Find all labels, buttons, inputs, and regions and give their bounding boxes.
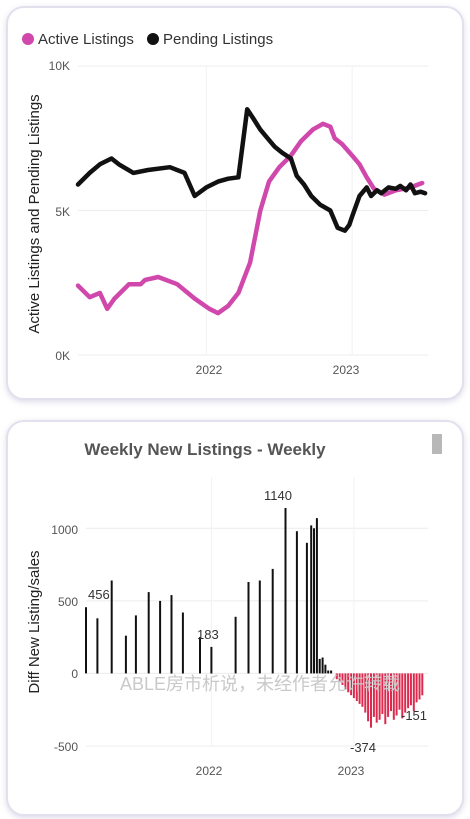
bar-positive[interactable] [110,580,113,674]
bar-positive[interactable] [258,580,261,674]
bar-negative[interactable] [370,673,372,728]
bar-negative[interactable] [381,673,384,714]
y-tick-0k: 0K [55,349,70,363]
data-label-last: -151 [401,708,427,723]
bar-negative[interactable] [412,673,415,712]
bar-positive[interactable] [181,612,184,674]
bar-positive[interactable] [305,542,308,674]
bar-negative[interactable] [392,673,395,720]
chart-title: Weekly New Listings - Weekly [84,440,326,459]
bar-negative[interactable] [338,673,341,683]
bar-positive[interactable] [327,670,330,674]
bar-positive[interactable] [124,635,127,674]
weekly-bar-chart: Weekly New Listings - Weekly 1000 500 0 … [26,434,442,778]
bar-positive[interactable] [159,600,162,674]
bar-negative[interactable] [378,673,381,720]
bar-positive[interactable] [247,582,250,674]
bar-positive[interactable] [234,616,237,674]
bar-negative[interactable] [404,673,407,713]
listings-line-chart: Active Listings Pending Listings 10K 5K … [22,31,428,377]
listings-line-chart-card: Active Listings Pending Listings 10K 5K … [6,6,464,400]
x-tick-2023: 2023 [338,764,365,778]
y-tick-neg500: -500 [54,740,78,754]
y-gridlines [86,477,428,747]
bar-positive[interactable] [330,670,333,674]
bar-negative[interactable] [418,673,421,700]
bar-negative[interactable] [401,673,404,719]
bar-negative[interactable] [387,673,390,717]
bar-negative[interactable] [335,673,338,680]
bar-positive[interactable] [295,531,298,674]
bar-positive[interactable] [324,664,327,674]
bar-negative[interactable] [358,673,361,704]
bar-positive[interactable] [85,607,87,674]
bar-positive[interactable] [313,528,315,674]
bar-positive[interactable] [147,592,150,674]
bar-negative[interactable] [409,673,412,706]
bar-positive[interactable] [284,508,287,674]
x-tick-2022: 2022 [196,363,223,377]
data-label-min: -374 [350,740,376,755]
scrollbar-handle[interactable] [432,434,442,454]
legend-pending-label: Pending Listings [163,31,273,48]
bar-positive[interactable] [170,595,173,674]
bar-negative[interactable] [341,673,344,685]
bar-negative[interactable] [421,673,424,696]
bar-negative[interactable] [347,673,350,693]
bar-negative[interactable] [355,673,358,701]
bar-positive[interactable] [199,637,201,674]
bar-positive[interactable] [210,646,213,674]
bar-negative[interactable] [361,673,364,707]
bar-positive[interactable] [271,568,274,674]
weekly-new-listings-card: Weekly New Listings - Weekly 1000 500 0 … [6,420,464,816]
line-series-group [75,107,428,316]
bar-positive[interactable] [321,657,324,674]
y-axis-title: Diff New Listing/sales [26,550,43,693]
active-listings-line[interactable] [75,121,425,316]
bar-negative[interactable] [407,673,410,709]
bar-positive[interactable] [134,615,137,674]
legend-pending-marker [147,33,159,45]
bar-negative[interactable] [364,673,367,713]
y-gridlines [78,65,428,356]
bar-negative[interactable] [344,673,347,690]
legend-active-label: Active Listings [38,31,134,48]
pending-listings-line[interactable] [75,107,428,233]
y-tick-10k: 10K [49,59,70,73]
y-axis-title: Active Listings and Pending Listings [26,94,43,333]
bar-negative[interactable] [372,673,375,717]
y-tick-500: 500 [58,595,78,609]
bar-negative[interactable] [350,673,353,696]
bar-positive[interactable] [315,518,318,674]
bar-negative[interactable] [390,673,392,712]
y-tick-0: 0 [71,667,78,681]
x-tick-2022: 2022 [196,764,223,778]
bar-negative[interactable] [398,673,401,710]
bar-series-group [85,508,424,728]
bar-positive[interactable] [310,525,313,674]
bar-negative[interactable] [375,673,378,723]
bar-positive[interactable] [96,618,99,674]
bar-negative[interactable] [352,673,355,699]
data-label-first: 456 [88,587,110,602]
legend-active-marker [22,33,34,45]
data-label-mid: 183 [197,627,219,642]
bar-negative[interactable] [415,673,418,703]
data-label-peak: 1140 [264,488,292,503]
bar-positive[interactable] [318,658,321,674]
x-tick-2023: 2023 [333,363,360,377]
y-tick-5k: 5K [55,205,70,219]
bar-negative[interactable] [395,673,398,716]
watermark-text: ABLE房市析说，未经作者允许转载 [120,674,400,694]
bar-negative[interactable] [367,673,370,722]
bar-negative[interactable] [384,673,387,725]
y-tick-1000: 1000 [51,523,78,537]
